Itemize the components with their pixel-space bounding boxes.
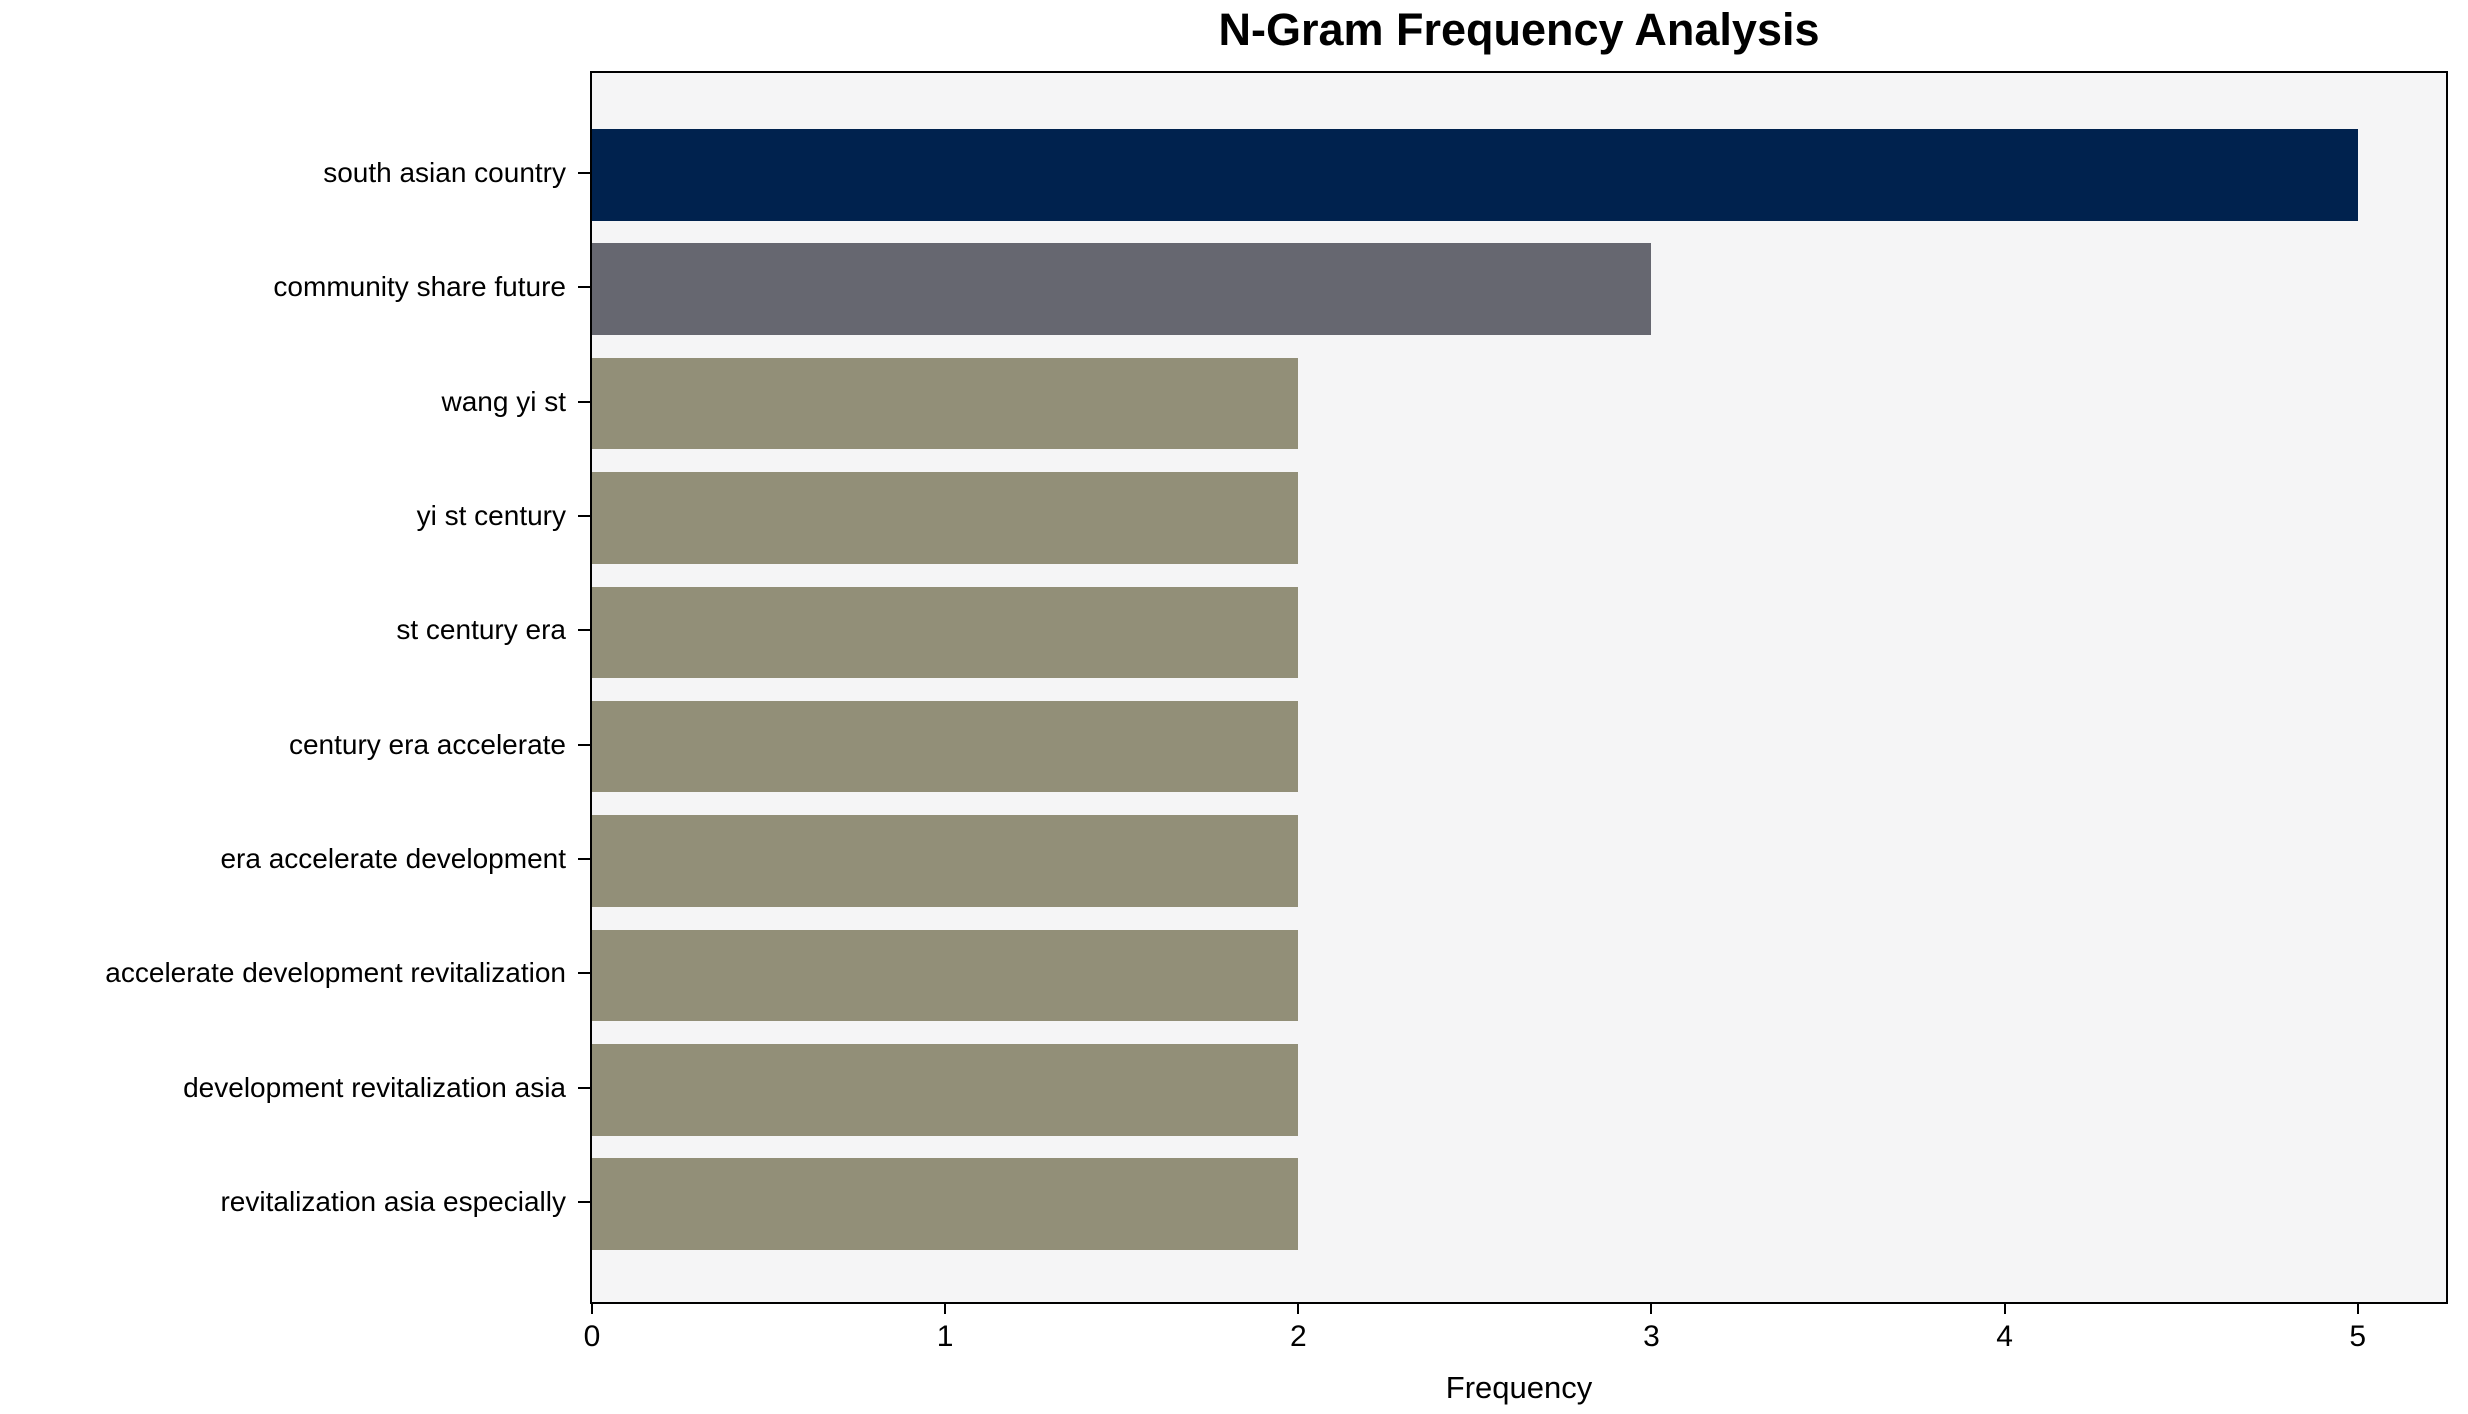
bar [592, 929, 1299, 1022]
y-tick-label: wang yi st [441, 385, 567, 417]
x-tick [2356, 1304, 2359, 1314]
x-tick-label: 3 [1643, 1320, 1660, 1353]
x-tick [591, 1304, 593, 1314]
y-tick-label: era accelerate development [220, 843, 566, 875]
y-tick [578, 743, 590, 746]
bar [592, 700, 1299, 793]
y-tick [578, 400, 590, 403]
bar [592, 1158, 1299, 1250]
y-tick [578, 972, 590, 975]
x-tick [2003, 1304, 2006, 1314]
x-tick [1650, 1304, 1653, 1314]
bar [592, 129, 2358, 221]
x-tick-label: 5 [2349, 1320, 2367, 1353]
x-tick-label: 0 [583, 1320, 601, 1353]
y-tick-label: century era accelerate [288, 728, 566, 760]
bar [592, 357, 1299, 450]
y-tick-label: development revitalization asia [183, 1071, 566, 1103]
y-tick [578, 171, 590, 174]
y-tick [578, 1201, 590, 1204]
bar [592, 243, 1652, 335]
x-tick-label: 2 [1289, 1320, 1307, 1353]
bar [592, 1044, 1299, 1136]
y-tick-label: yi st century [416, 499, 566, 531]
x-tick [944, 1304, 947, 1314]
bar [592, 815, 1299, 907]
chart-title: N-Gram Frequency Analysis [1218, 4, 1820, 55]
bar [592, 472, 1299, 564]
x-axis-label: Frequency [1445, 1370, 1593, 1405]
x-tick-label: 1 [936, 1320, 954, 1353]
y-tick-label: south asian country [323, 156, 566, 188]
y-tick [578, 858, 590, 861]
y-tick [578, 1086, 590, 1089]
y-tick-label: accelerate development revitalization [105, 957, 566, 989]
plot-area [590, 71, 2448, 1304]
y-tick-label: revitalization asia especially [220, 1186, 566, 1218]
x-tick-label: 4 [1996, 1320, 2013, 1353]
y-tick-label: st century era [396, 614, 566, 646]
x-tick [1297, 1304, 1300, 1314]
y-tick [578, 286, 590, 289]
y-tick-label: community share future [273, 271, 566, 303]
y-tick [578, 629, 590, 632]
y-tick [578, 514, 590, 517]
bar [592, 586, 1299, 679]
